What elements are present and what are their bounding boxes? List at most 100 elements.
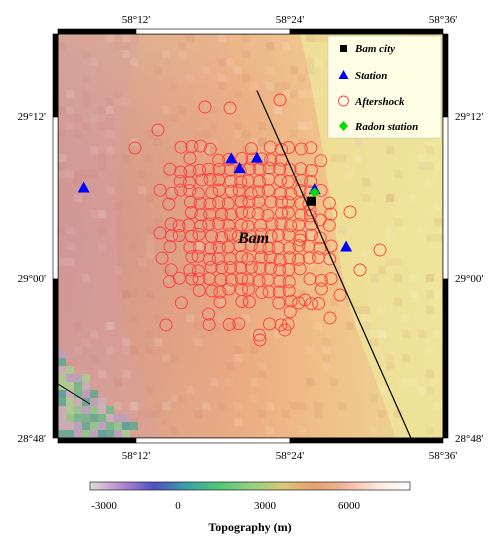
aftershock-marker [241, 282, 255, 296]
aftershock-marker [272, 285, 286, 299]
aftershock-marker [153, 183, 167, 197]
texture-cell [98, 154, 106, 162]
colorbar-tick-1: -3000 [91, 500, 117, 512]
texture-cell [378, 410, 386, 418]
valley-cell [66, 382, 74, 390]
aftershock-marker [264, 195, 278, 209]
texture-cell [410, 378, 418, 386]
aftershock-marker [282, 284, 296, 298]
texture-cell [354, 306, 362, 314]
aftershock-marker [373, 243, 387, 257]
aftershock-marker [284, 219, 298, 233]
texture-cell [354, 138, 362, 146]
aftershock-marker [174, 183, 188, 197]
texture-cell [218, 58, 226, 66]
texture-cell [154, 314, 162, 322]
aftershock-marker [194, 219, 208, 233]
texture-cell [306, 378, 314, 386]
aftershock-marker [252, 175, 266, 188]
texture-cell [402, 314, 410, 322]
valley-cell [98, 414, 106, 422]
texture-cell [210, 122, 218, 130]
aftershock-marker [203, 172, 217, 186]
texture-cell [234, 346, 242, 354]
aftershock-marker [241, 219, 255, 233]
texture-cell [106, 346, 114, 354]
texture-cell [370, 426, 378, 434]
texture-cell [306, 58, 314, 66]
texture-cell [170, 394, 178, 402]
aftershock-marker [224, 227, 238, 241]
aftershock-marker [244, 229, 257, 243]
texture-cell [306, 186, 314, 194]
texture-cell [322, 34, 330, 42]
aftershock-marker [232, 317, 246, 331]
aftershock-marker [271, 241, 285, 255]
texture-cell [90, 210, 98, 218]
texture-cell [114, 378, 122, 386]
colorbar-tick-4: 6000 [338, 500, 360, 512]
aftershock-marker [324, 272, 338, 286]
aftershock-marker [213, 295, 227, 309]
aftershock-marker [322, 196, 336, 210]
aftershock-marker [273, 93, 287, 107]
aftershock-marker [312, 297, 326, 310]
aftershock-marker [215, 208, 229, 221]
aftershock-marker [263, 250, 277, 264]
aftershock-marker [222, 282, 236, 296]
texture-cell [362, 250, 370, 258]
fault-branch-line [58, 383, 91, 405]
texture-cell [290, 202, 298, 210]
texture-cell [186, 74, 194, 82]
texture-cell [266, 66, 274, 74]
texture-cell [330, 154, 338, 162]
texture-cell [282, 410, 290, 418]
texture-cell [234, 322, 242, 330]
texture-cell [210, 242, 218, 250]
texture-cell [202, 242, 210, 250]
texture-cell [146, 130, 154, 138]
valley-cell [98, 406, 106, 414]
aftershock-marker [275, 195, 288, 209]
texture-cell [106, 146, 114, 154]
texture-cell [290, 298, 298, 306]
aftershock-marker [281, 317, 295, 331]
texture-cell [250, 82, 258, 90]
aftershock-marker [174, 140, 188, 154]
texture-cell [90, 354, 98, 362]
texture-cell [130, 242, 138, 250]
texture-cell [242, 258, 250, 266]
lat-label-left-3: 28°48' [17, 433, 46, 445]
valley-cell [66, 422, 74, 430]
aftershock-marker [191, 264, 205, 278]
valley-cell [66, 430, 74, 438]
aftershock-marker [215, 231, 229, 244]
texture-cell [378, 306, 386, 314]
aftershock-marker [314, 154, 328, 168]
texture-cell [106, 122, 114, 130]
valley-cell [90, 430, 98, 438]
valley-cell [130, 422, 138, 430]
texture-cell [346, 170, 354, 178]
texture-cell [306, 234, 314, 242]
aftershock-marker [275, 143, 288, 156]
aftershock-marker [223, 101, 237, 115]
aftershock-marker [234, 195, 248, 209]
texture-cell [210, 146, 218, 154]
aftershock-marker [295, 173, 308, 187]
texture-cell [346, 322, 354, 330]
aftershock-marker [262, 285, 276, 299]
texture-cell [234, 242, 242, 250]
texture-cell [66, 170, 74, 178]
texture-cell [106, 114, 114, 122]
texture-cell [114, 202, 122, 210]
texture-cell [186, 186, 194, 194]
texture-cell [370, 338, 378, 346]
texture-cell [378, 330, 386, 338]
aftershock-marker [202, 318, 216, 332]
texture-cell [242, 34, 250, 42]
texture-cell [258, 362, 266, 370]
valley-cell [122, 414, 130, 422]
aftershock-marker [305, 164, 318, 177]
valley-cell [114, 414, 122, 422]
